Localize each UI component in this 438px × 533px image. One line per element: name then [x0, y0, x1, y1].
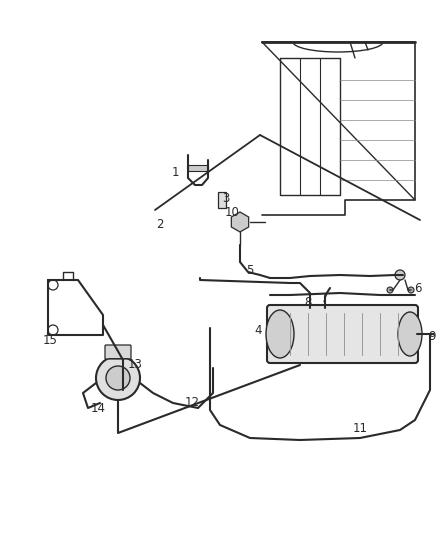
- Bar: [218, 192, 226, 208]
- Circle shape: [395, 270, 405, 280]
- Circle shape: [408, 287, 414, 293]
- Circle shape: [387, 287, 393, 293]
- Text: 7: 7: [321, 292, 329, 304]
- Circle shape: [106, 366, 130, 390]
- Text: 14: 14: [91, 401, 106, 415]
- Bar: [188, 165, 208, 171]
- Text: 12: 12: [184, 395, 199, 408]
- Text: 6: 6: [414, 281, 422, 295]
- FancyBboxPatch shape: [267, 305, 418, 363]
- Text: 1: 1: [171, 166, 179, 179]
- Text: 5: 5: [246, 263, 254, 277]
- Text: 10: 10: [225, 206, 240, 219]
- FancyBboxPatch shape: [105, 345, 131, 359]
- Text: 4: 4: [254, 324, 262, 336]
- Text: 13: 13: [127, 359, 142, 372]
- Text: 11: 11: [353, 422, 367, 434]
- Circle shape: [96, 356, 140, 400]
- Ellipse shape: [266, 310, 294, 358]
- Text: 15: 15: [42, 334, 57, 346]
- Ellipse shape: [398, 312, 422, 356]
- Text: 9: 9: [428, 329, 436, 343]
- Text: 8: 8: [304, 296, 312, 310]
- Text: 2: 2: [156, 219, 164, 231]
- Text: 3: 3: [223, 191, 230, 205]
